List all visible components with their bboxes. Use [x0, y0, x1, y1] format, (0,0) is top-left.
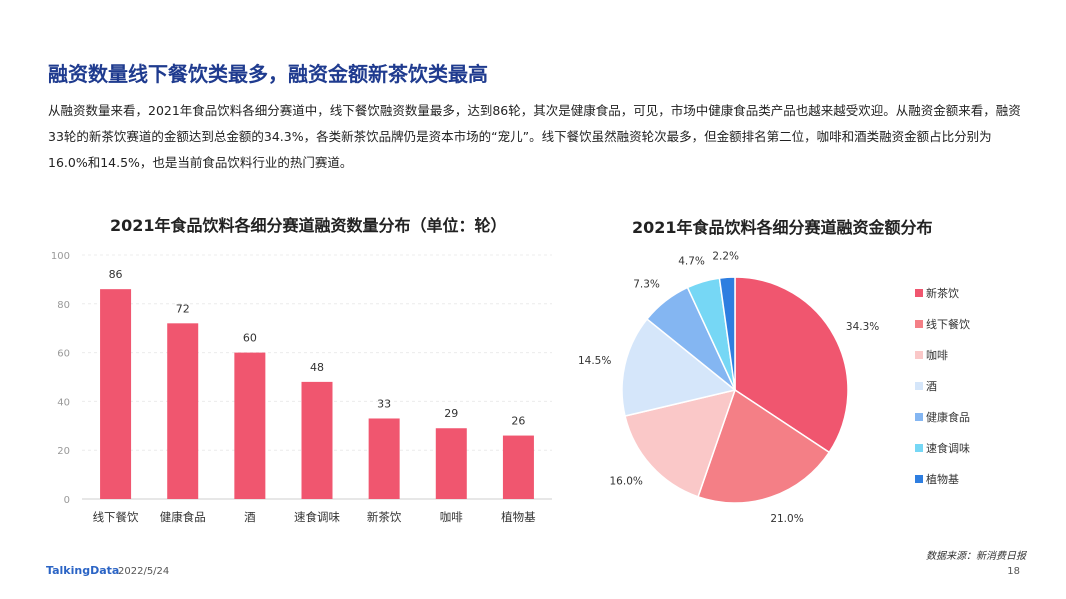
page-number: 18 [1007, 566, 1020, 577]
x-tick-label: 速食调味 [294, 510, 340, 524]
x-tick-label: 线下餐饮 [93, 510, 139, 524]
legend-swatch [915, 444, 923, 452]
legend-label: 线下餐饮 [926, 317, 970, 331]
bar-value-label: 26 [511, 415, 525, 428]
bar-value-label: 60 [243, 332, 257, 345]
bar-value-label: 33 [377, 397, 391, 410]
summary-paragraph: 从融资数量来看，2021年食品饮料各细分赛道中，线下餐饮融资数量最多，达到86轮… [48, 103, 1021, 170]
pie-slice [621, 318, 737, 417]
bar [100, 289, 132, 499]
pie-value-label: 2.2% [712, 250, 739, 262]
y-tick-label: 20 [57, 446, 70, 457]
bar-value-label: 86 [109, 268, 123, 281]
x-tick-label: 咖啡 [440, 510, 463, 524]
bar [435, 428, 467, 499]
legend-label: 健康食品 [926, 410, 970, 424]
page-title: 融资数量线下餐饮类最多，融资金额新茶饮类最高 [48, 62, 488, 86]
bar [502, 435, 534, 499]
talkingdata-logo: TalkingData [46, 564, 120, 577]
legend-label: 速食调味 [926, 441, 970, 455]
bar-value-label: 29 [444, 407, 458, 420]
pie-chart: 34.3% 21.0% 16.0% 14.5% 7.3% 4.7% 2.2% [578, 250, 879, 525]
x-tick-label: 健康食品 [160, 510, 206, 524]
y-tick-label: 40 [57, 397, 70, 408]
pie-value-label: 4.7% [678, 255, 705, 267]
y-tick-label: 60 [57, 349, 70, 360]
data-source: 数据来源：新消费日报 [926, 551, 1026, 562]
bar-chart-title: 2021年食品饮料各细分赛道融资数量分布（单位：轮） [110, 216, 507, 235]
legend-label: 咖啡 [926, 348, 948, 362]
pie-value-label: 7.3% [633, 279, 660, 291]
bar [167, 323, 199, 499]
legend-label: 新茶饮 [926, 286, 959, 300]
legend-swatch [915, 475, 923, 483]
pie-slice [697, 388, 831, 504]
x-tick-label: 植物基 [501, 510, 536, 524]
legend-label: 酒 [926, 380, 937, 393]
bar-value-label: 72 [176, 302, 190, 315]
bar [234, 352, 266, 499]
legend-swatch [915, 289, 923, 297]
legend-swatch [915, 413, 923, 421]
pie-slice [718, 276, 736, 391]
bar-chart: 0 20 40 60 80 100 86 线下餐饮 72 健康食品 60 酒 48 速食调味 33 新茶饮 29… [51, 251, 552, 524]
legend-swatch [915, 320, 923, 328]
y-tick-label: 0 [64, 495, 70, 506]
pie-chart-title: 2021年食品饮料各细分赛道融资金额分布 [632, 218, 933, 237]
bar [301, 381, 333, 499]
legend-swatch [915, 382, 923, 390]
legend-swatch [915, 351, 923, 359]
x-tick-label: 酒 [244, 510, 256, 524]
pie-value-label: 21.0% [770, 513, 803, 525]
y-tick-label: 100 [51, 251, 70, 262]
legend-label: 植物基 [926, 472, 959, 486]
footer-date: 2022/5/24 [118, 566, 170, 577]
pie-value-label: 16.0% [610, 476, 643, 488]
pie-value-label: 14.5% [578, 355, 611, 367]
y-tick-label: 80 [57, 300, 70, 311]
pie-slice [624, 388, 737, 498]
x-tick-label: 新茶饮 [367, 510, 402, 524]
bar [368, 418, 400, 499]
bar-value-label: 48 [310, 361, 324, 374]
pie-value-label: 34.3% [846, 321, 879, 333]
